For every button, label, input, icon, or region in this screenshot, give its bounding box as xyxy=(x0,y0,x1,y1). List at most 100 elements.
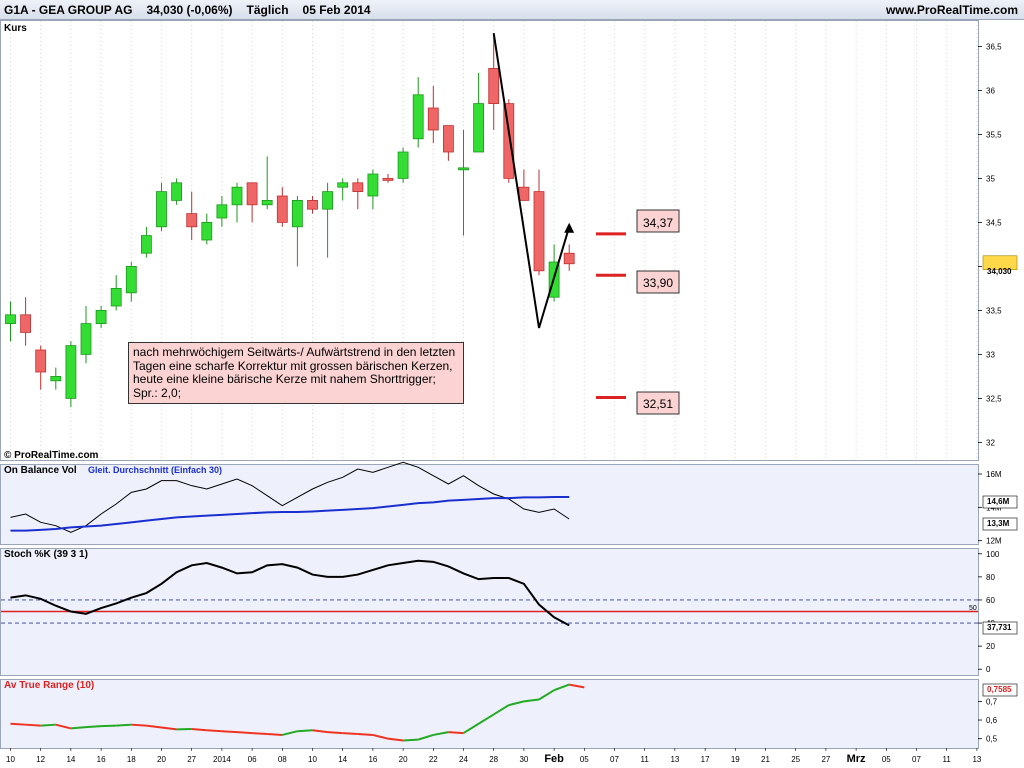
atr-segment-up xyxy=(538,689,555,701)
atr-segment-down xyxy=(327,731,343,735)
bearish-candle xyxy=(518,186,530,201)
title-bar: G1A - GEA GROUP AG 34,030 (-0,06%) Täglich… xyxy=(0,0,1024,20)
atr-segment-down xyxy=(236,731,253,735)
bullish-candle xyxy=(473,103,485,153)
bullish-candle xyxy=(458,167,469,171)
atr-segment-up xyxy=(417,733,434,741)
bearish-candle xyxy=(352,182,364,193)
atr-segment-down xyxy=(146,724,162,729)
last-price-tag xyxy=(982,255,1018,271)
x-tick-label: 27 xyxy=(821,755,830,764)
annotation-box: nach mehrwöchigem Seitwärts-/ Aufwärtstr… xyxy=(128,342,464,404)
atr-segment-down xyxy=(161,726,177,731)
atr-segment-up xyxy=(493,704,510,716)
y-tick-label: 0,7 xyxy=(986,697,998,706)
x-tick-label: 14 xyxy=(338,755,347,764)
x-tick-label: 24 xyxy=(459,755,468,764)
atr-segment-up xyxy=(40,723,56,727)
atr-last-label: 0,7585 xyxy=(987,685,1012,694)
bullish-candle xyxy=(291,199,303,228)
bullish-candle xyxy=(171,182,183,201)
y-tick-label: 16M xyxy=(986,470,1002,479)
atr-segment-up xyxy=(116,723,132,727)
bearish-candle xyxy=(427,107,439,131)
atr-segment-down xyxy=(372,733,389,740)
atr-segment-up xyxy=(282,730,298,736)
date-label: 05 Feb 2014 xyxy=(302,3,371,17)
atr-segment-up xyxy=(478,713,495,725)
x-tick-label: 10 xyxy=(6,755,15,764)
bullish-candle xyxy=(156,191,167,228)
bearish-candle xyxy=(442,125,454,153)
obv-ma-line xyxy=(10,496,570,532)
stoch-panel-label: Stoch %K (39 3 1) xyxy=(4,549,88,560)
x-tick-label: 28 xyxy=(489,755,498,764)
stoch-last-label: 37,731 xyxy=(987,623,1012,632)
bullish-candle xyxy=(140,235,152,254)
website-link[interactable]: www.ProRealTime.com xyxy=(885,3,1018,17)
bullish-candle xyxy=(216,204,228,219)
bullish-candle xyxy=(125,265,137,294)
stoch-line xyxy=(10,559,570,627)
stoch-last-tag xyxy=(982,621,1018,635)
level-label: 33,90 xyxy=(643,276,673,290)
atr-segment-up xyxy=(523,698,540,703)
y-tick-label: 0,5 xyxy=(986,735,998,744)
x-tick-label: 11 xyxy=(943,755,952,764)
x-tick-label: 19 xyxy=(731,755,740,764)
trend-line xyxy=(492,33,571,329)
atr-segment-up xyxy=(508,700,525,707)
x-tick-label: 2014 xyxy=(213,755,231,764)
price-info: 34,030 (-0,06%) xyxy=(146,3,233,17)
y-tick-label: 36,5 xyxy=(986,42,1002,51)
bullish-candle xyxy=(231,186,243,206)
y-tick-label: 35 xyxy=(986,174,995,183)
obv-panel-frame xyxy=(0,464,979,545)
bearish-candle xyxy=(276,195,288,223)
chart-title: G1A - GEA GROUP AG 34,030 (-0,06%) Täglich… xyxy=(4,3,385,17)
period-label: Täglich xyxy=(246,3,289,17)
copyright-label: © ProRealTime.com xyxy=(4,450,99,461)
x-tick-label: 16 xyxy=(97,755,106,764)
x-tick-label: 05 xyxy=(882,755,891,764)
x-tick-label: 07 xyxy=(610,755,619,764)
stoch-level-label: 50 xyxy=(969,605,977,612)
obv-ma-last-label: 14,6M xyxy=(987,497,1010,506)
x-tick-label: 22 xyxy=(429,755,438,764)
atr-segment-down xyxy=(252,732,268,736)
bearish-candle xyxy=(307,199,318,210)
atr-segment-down xyxy=(357,733,373,736)
bearish-candle xyxy=(503,103,515,179)
bearish-candle xyxy=(186,213,198,228)
level-label: 34,37 xyxy=(643,216,673,230)
atr-segment-down xyxy=(387,737,404,742)
atr-segment-up xyxy=(553,683,570,692)
y-tick-label: 60 xyxy=(986,596,995,605)
atr-segment-down xyxy=(10,722,26,726)
bullish-candle xyxy=(50,375,62,382)
bullish-candle xyxy=(110,287,122,307)
atr-segment-down xyxy=(342,732,358,736)
x-tick-label: 08 xyxy=(278,755,287,764)
bearish-candle xyxy=(533,191,545,272)
chart-area: 3232,53333,53434,53535,53636,512M14M16M0… xyxy=(0,20,1018,765)
obv-ma-label: Gleit. Durchschnitt (Einfach 30) xyxy=(88,465,222,475)
y-tick-label: 36 xyxy=(986,86,995,95)
bearish-candle xyxy=(35,349,47,373)
y-tick-label: 20 xyxy=(986,642,995,651)
y-tick-label: 12M xyxy=(986,537,1002,546)
y-tick-label: 33 xyxy=(986,350,995,359)
bullish-candle xyxy=(80,323,92,355)
y-tick-label: 0,6 xyxy=(986,716,998,725)
x-tick-label: 07 xyxy=(912,755,921,764)
atr-segment-down xyxy=(25,723,41,727)
atr-segment-down xyxy=(312,729,328,734)
bearish-candle xyxy=(488,68,500,105)
x-tick-label: Feb xyxy=(544,753,564,765)
x-tick-label: 06 xyxy=(248,755,257,764)
bullish-candle xyxy=(201,221,213,241)
atr-segment-up xyxy=(462,722,480,734)
x-tick-label: 25 xyxy=(791,755,800,764)
obv-line xyxy=(10,461,570,533)
x-tick-label: 21 xyxy=(761,755,770,764)
